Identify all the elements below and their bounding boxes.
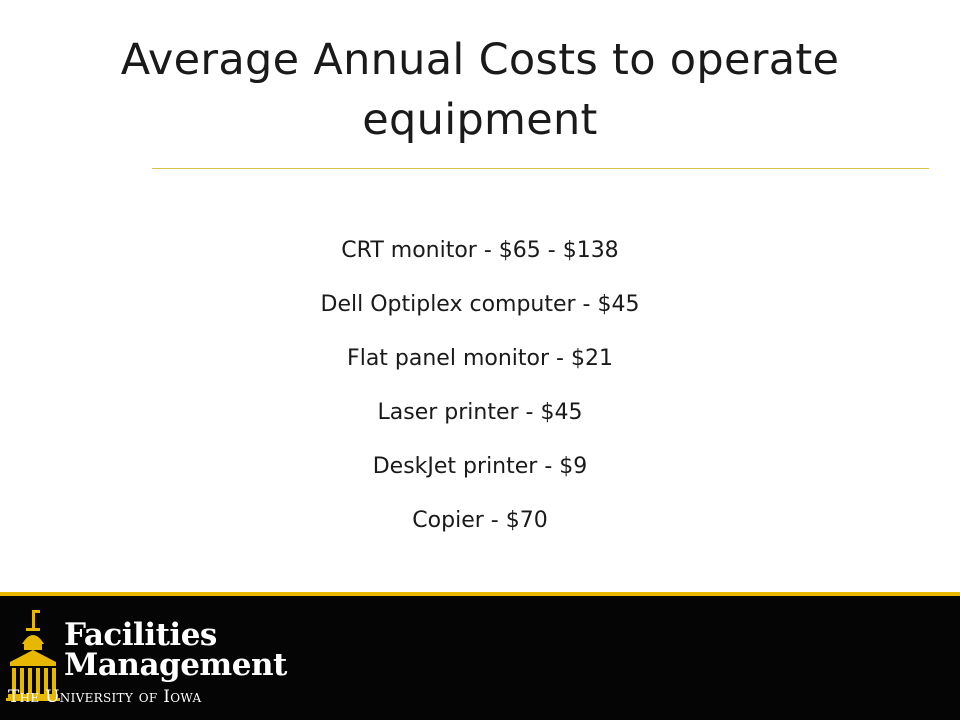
logo-wordmark: Facilities Management: [64, 617, 287, 683]
old-capitol-building-icon: [6, 610, 60, 701]
footer-accent-line: [0, 592, 960, 596]
logo-university-name: The University of Iowa: [8, 687, 202, 707]
title-divider: [152, 168, 929, 169]
slide-title: Average Annual Costs to operate equipmen…: [120, 35, 840, 145]
list-item: Dell Optiplex computer - $45: [320, 292, 640, 317]
footer-bar: Facilities Management The University of …: [0, 592, 960, 720]
list-item: Copier - $70: [412, 508, 548, 533]
list-item: CRT monitor - $65 - $138: [341, 238, 619, 263]
list-item: Laser printer - $45: [377, 400, 583, 425]
logo-line-facilities: Facilities: [64, 617, 217, 653]
list-item: Flat panel monitor - $21: [347, 346, 613, 371]
list-item: DeskJet printer - $9: [372, 454, 588, 479]
logo-line-management: Management: [64, 647, 287, 683]
cost-list: CRT monitor - $65 - $138 Dell Optiplex c…: [0, 226, 960, 550]
